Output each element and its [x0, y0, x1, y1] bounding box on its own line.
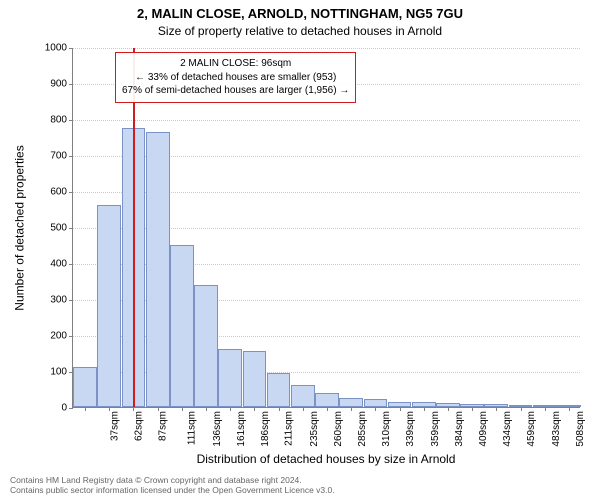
xtick-label: 136sqm [212, 411, 223, 447]
xtick-label: 359sqm [430, 411, 441, 447]
xtick-mark [448, 407, 449, 411]
ytick-mark [69, 408, 73, 409]
xtick-label: 310sqm [381, 411, 392, 447]
histogram-bar [291, 385, 315, 407]
ytick-mark [69, 156, 73, 157]
xtick-mark [545, 407, 546, 411]
histogram-bar [170, 245, 194, 407]
xtick-label: 211sqm [284, 411, 295, 446]
ytick-mark [69, 48, 73, 49]
xtick-label: 235sqm [309, 411, 320, 447]
xtick-label: 186sqm [260, 411, 271, 447]
ytick-label: 400 [50, 259, 67, 270]
chart-subtitle: Size of property relative to detached ho… [0, 24, 600, 38]
ytick-mark [69, 84, 73, 85]
ytick-label: 300 [50, 295, 67, 306]
xtick-mark [424, 407, 425, 411]
ytick-label: 500 [50, 223, 67, 234]
xtick-label: 285sqm [357, 411, 368, 447]
histogram-bar [315, 393, 339, 407]
plot-area: 0100200300400500600700800900100037sqm62s… [72, 48, 580, 408]
annotation-line-1: 2 MALIN CLOSE: 96sqm [122, 57, 349, 71]
xtick-mark [133, 407, 134, 411]
xtick-label: 459sqm [526, 411, 537, 447]
xtick-mark [158, 407, 159, 411]
xtick-mark [206, 407, 207, 411]
footer-attribution: Contains HM Land Registry data © Crown c… [10, 475, 335, 496]
xtick-label: 87sqm [158, 411, 169, 441]
xtick-mark [230, 407, 231, 411]
xtick-mark [496, 407, 497, 411]
xtick-mark [327, 407, 328, 411]
ytick-mark [69, 120, 73, 121]
xtick-label: 384sqm [454, 411, 465, 447]
histogram-bar [73, 367, 97, 407]
y-axis-label-container: Number of detached properties [12, 48, 28, 408]
xtick-label: 161sqm [236, 411, 247, 447]
xtick-mark [400, 407, 401, 411]
annotation-line-3: 67% of semi-detached houses are larger (… [122, 84, 349, 98]
ytick-label: 1000 [45, 43, 67, 54]
xtick-mark [109, 407, 110, 411]
xtick-mark [472, 407, 473, 411]
footer-line-2: Contains public sector information licen… [10, 485, 335, 496]
ytick-label: 0 [61, 403, 67, 414]
footer-line-1: Contains HM Land Registry data © Crown c… [10, 475, 335, 486]
xtick-mark [375, 407, 376, 411]
ytick-label: 900 [50, 79, 67, 90]
annotation-box: 2 MALIN CLOSE: 96sqm ← 33% of detached h… [115, 52, 356, 103]
xtick-mark [521, 407, 522, 411]
ytick-label: 700 [50, 151, 67, 162]
ytick-label: 600 [50, 187, 67, 198]
xtick-mark [85, 407, 86, 411]
xtick-label: 62sqm [134, 411, 145, 441]
xtick-mark [182, 407, 183, 411]
xtick-label: 434sqm [502, 411, 513, 447]
xtick-label: 409sqm [478, 411, 489, 447]
ytick-label: 800 [50, 115, 67, 126]
annotation-line-2: ← 33% of detached houses are smaller (95… [122, 71, 349, 85]
xtick-mark [303, 407, 304, 411]
gridline [73, 120, 580, 121]
ytick-label: 100 [50, 367, 67, 378]
histogram-bar [267, 373, 291, 407]
xtick-label: 37sqm [110, 411, 121, 441]
xtick-label: 260sqm [333, 411, 344, 447]
xtick-mark [351, 407, 352, 411]
ytick-mark [69, 192, 73, 193]
xtick-mark [279, 407, 280, 411]
histogram-bar [339, 398, 363, 407]
chart-title: 2, MALIN CLOSE, ARNOLD, NOTTINGHAM, NG5 … [0, 6, 600, 21]
histogram-bar [243, 351, 267, 407]
histogram-bar [218, 349, 242, 407]
xtick-mark [254, 407, 255, 411]
xtick-label: 483sqm [551, 411, 562, 447]
ytick-mark [69, 264, 73, 265]
xtick-mark [569, 407, 570, 411]
xtick-label: 508sqm [575, 411, 586, 447]
gridline [73, 48, 580, 49]
xtick-label: 111sqm [186, 411, 197, 445]
y-axis-label: Number of detached properties [13, 145, 27, 310]
ytick-mark [69, 300, 73, 301]
ytick-mark [69, 336, 73, 337]
histogram-bar [364, 399, 388, 407]
x-axis-label: Distribution of detached houses by size … [72, 452, 580, 466]
histogram-bar [97, 205, 121, 407]
xtick-label: 339sqm [405, 411, 416, 447]
histogram-bar [146, 132, 170, 407]
histogram-bar [194, 285, 218, 407]
ytick-label: 200 [50, 331, 67, 342]
ytick-mark [69, 228, 73, 229]
